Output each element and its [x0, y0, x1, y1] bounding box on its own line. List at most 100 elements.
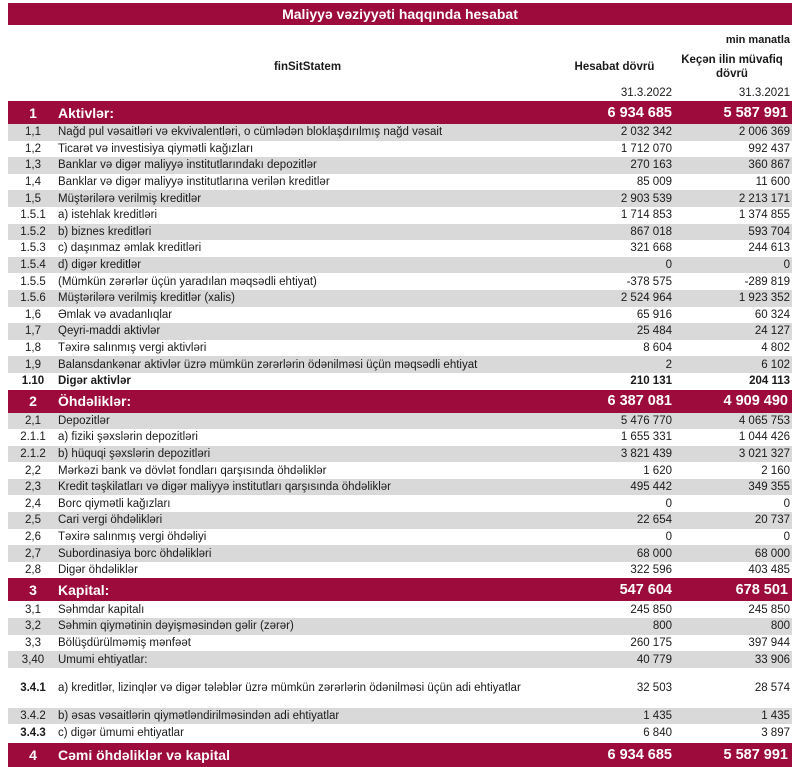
- row-label: d) digər kreditlər: [58, 259, 142, 272]
- row-value-col2: 244 613: [748, 242, 790, 255]
- row-value-col2: 60 324: [754, 308, 790, 321]
- row-number: 1,2: [25, 142, 41, 155]
- report-title-bar: Maliyyə vəziyyəti haqqında hesabat: [8, 3, 792, 25]
- row-value-col1: 25 484: [636, 325, 672, 338]
- row-value-col2: 204 113: [749, 375, 790, 388]
- section-label: Aktivlər:: [58, 104, 115, 121]
- section-value-col1: 6 934 685: [607, 747, 672, 763]
- row-label: a) kreditlər, lizinqlər və digər tələblə…: [58, 681, 521, 694]
- table-row: 1,2 Ticarət və investisiya qiymətli kağız…: [8, 141, 792, 158]
- table-row: 1.5.1 a) istehlak kreditləri 1 714 853 1 37…: [8, 207, 792, 224]
- row-value-col2: 0: [783, 259, 790, 272]
- row-value-col2: 33 906: [754, 653, 790, 666]
- row-value-col2: 1 044 426: [738, 431, 790, 444]
- row-value-col1: 0: [665, 497, 672, 510]
- row-number: 1,8: [25, 342, 41, 355]
- row-value-col1: 22 654: [636, 514, 672, 527]
- row-value-col2: 3 021 327: [738, 447, 790, 460]
- row-label: Ümumi ehtiyatlar:: [58, 653, 148, 666]
- row-label: Əmlak və avadanlıqlar: [58, 308, 173, 321]
- row-value-col2: 1 923 352: [738, 292, 790, 305]
- row-label: Təxirə salınmış vergi öhdəliyi: [58, 530, 207, 543]
- table-row: 1,5 Müştərilərə verilmiş kreditlər 2 903 5…: [8, 190, 792, 207]
- row-value-col1: 3 821 439: [620, 447, 672, 460]
- row-value-col1: 85 009: [636, 176, 672, 189]
- row-value-col1: 6 840: [643, 726, 672, 739]
- col1-header: Hesabat dövrü: [574, 61, 655, 73]
- row-label: b) biznes kreditləri: [58, 225, 152, 238]
- row-value-col2: 3 897: [761, 726, 790, 739]
- table-row: 1,8 Təxirə salınmış vergi aktivləri 8 604 4…: [8, 340, 792, 357]
- table-row: 2,4 Borc qiymətli kağızları 0 0: [8, 495, 792, 512]
- row-value-col1: 322 596: [630, 564, 672, 577]
- unit-note: min manatla: [725, 34, 790, 46]
- row-number: 2.1.1: [20, 431, 46, 444]
- col2-header: Keçən ilin müvafiq dövrü: [681, 53, 783, 80]
- row-value-col2: 0: [783, 497, 790, 510]
- row-value-col1: 210 131: [630, 375, 672, 388]
- row-value-col1: 1 655 331: [620, 431, 672, 444]
- row-value-col2: 403 485: [748, 564, 790, 577]
- row-number: 3,40: [21, 653, 45, 666]
- table-row: 3.4.1 a) kreditlər, lizinqlər və digər tə…: [8, 675, 792, 701]
- row-value-col2: 20 737: [754, 514, 790, 527]
- row-label: Kredit təşkilatları və digər maliyyə ins…: [58, 481, 392, 494]
- row-number: 3,2: [25, 620, 41, 633]
- row-label: Digər öhdəliklər: [58, 564, 138, 577]
- row-label: Müştərilərə verilmiş kreditlər: [58, 192, 202, 205]
- row-label: Səhmdar kapitalı: [58, 603, 145, 616]
- row-value-col1: 1 714 853: [620, 209, 672, 222]
- section-value-col2: 5 587 991: [723, 747, 788, 763]
- row-value-col1: 495 442: [630, 481, 672, 494]
- table-row: 1,1 Nağd pul vəsaitləri və ekvivalentləri…: [8, 124, 792, 141]
- section-header-row: 3 Kapital: 547 604 678 501: [8, 578, 792, 602]
- row-value-col2: 593 704: [748, 225, 790, 238]
- row-value-col2: 1 435: [761, 710, 790, 723]
- date-row: 31.3.2022 31.3.2021: [8, 84, 792, 101]
- table-row: 1.10 Digər aktivlər 210 131 204 113: [8, 373, 792, 390]
- row-label: c) daşınmaz əmlak kreditləri: [58, 242, 202, 255]
- row-number: 3.4.1: [20, 681, 46, 694]
- row-value-col1: 1 435: [643, 710, 672, 723]
- row-label: c) digər ümumi ehtiyatlar: [58, 726, 184, 739]
- row-value-col2: 2 160: [761, 464, 790, 477]
- row-number: 1,4: [25, 176, 41, 189]
- section-header-row: 1 Aktivlər: 6 934 685 5 587 991: [8, 101, 792, 124]
- table-row: 2,5 Cari vergi öhdəlikləri 22 654 20 737: [8, 512, 792, 529]
- row-number: 2,3: [25, 481, 41, 494]
- table-row: 2.1.2 b) hüquqi şəxslərin depozitləri 3 82…: [8, 445, 792, 463]
- section-value-col2: 4 909 490: [723, 393, 788, 409]
- table-row: 3.4.2 b) əsas vəsaitlərin qiymətləndirilm…: [8, 707, 792, 725]
- row-label: Banklar və digər maliyyə institutlarına …: [58, 176, 330, 189]
- row-number: 1.5.6: [20, 292, 46, 305]
- row-value-col1: 5 476 770: [620, 414, 672, 427]
- row-label: Depozitlər: [58, 414, 110, 427]
- row-label: Qeyri-maddi aktivlər: [58, 325, 161, 338]
- row-number: 2,5: [25, 514, 41, 527]
- row-label: Balansdankənar aktivlər üzrə mümkün zərə…: [58, 358, 478, 371]
- row-value-col1: 2 032 342: [620, 126, 672, 139]
- table-row: 2,2 Mərkəzi bank və dövlət fondları qarşı…: [8, 462, 792, 479]
- row-label: Cari vergi öhdəlikləri: [58, 514, 163, 527]
- row-number: 3,1: [25, 603, 41, 616]
- row-value-col1: 260 175: [630, 636, 672, 649]
- row-label: Təxirə salınmış vergi aktivləri: [58, 342, 207, 355]
- table-row: 3,1 Səhmdar kapitalı 245 850 245 850: [8, 601, 792, 618]
- row-value-col2: 2 213 171: [738, 192, 790, 205]
- section-number: 2: [29, 393, 37, 409]
- report-title: Maliyyə vəziyyəti haqqında hesabat: [282, 6, 518, 22]
- section-header-row: 2 Öhdəliklər: 6 387 081 4 909 490: [8, 389, 792, 413]
- row-number: 1.5.2: [20, 225, 46, 238]
- section-label: Kapital:: [58, 581, 110, 598]
- row-value-col1: 245 850: [630, 603, 672, 616]
- table-row: 2,3 Kredit təşkilatları və digər maliyyə …: [8, 478, 792, 496]
- table-row: 1.5.2 b) biznes kreditləri 867 018 593 704: [8, 223, 792, 241]
- row-label: Digər aktivlər: [58, 375, 131, 388]
- row-value-col2: 68 000: [754, 547, 790, 560]
- table-row: 1,4 Banklar və digər maliyyə institutları…: [8, 174, 792, 191]
- row-number: 2,1: [25, 414, 41, 427]
- row-label: Borc qiymətli kağızları: [58, 497, 171, 510]
- row-value-col2: 992 437: [748, 142, 790, 155]
- row-value-col2: 397 944: [748, 636, 790, 649]
